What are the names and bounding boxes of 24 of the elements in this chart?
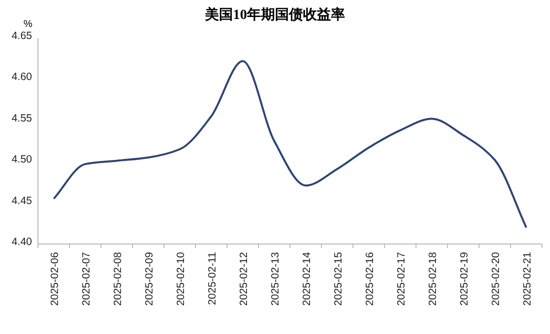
x-tick-label: 2025-02-16	[364, 252, 376, 306]
y-tick-label: 4.40	[12, 236, 32, 248]
x-tick-label: 2025-02-08	[112, 252, 124, 306]
x-tick-label: 2025-02-13	[269, 252, 282, 306]
title: 美国10年期国债收益率	[205, 8, 345, 23]
y-tick-label: 4.45	[12, 194, 32, 207]
x-tick-label: 2025-02-10	[174, 252, 187, 306]
y-tick-label: 4.55	[12, 112, 32, 124]
x-tick-label: 2025-02-20	[490, 252, 502, 306]
x-tick-label: 2025-02-12	[238, 252, 250, 306]
x-tick-label: 2025-02-07	[80, 252, 92, 306]
x-tick-label: 2025-02-19	[458, 252, 470, 306]
x-tick-label: 2025-02-17	[395, 252, 408, 306]
x-tick-label: 2025-02-21	[521, 252, 534, 306]
y-tick-label: 4.50	[12, 154, 32, 166]
x-tick-label: 2025-02-14	[300, 252, 313, 306]
x-tick-label: 2025-02-11	[206, 252, 218, 305]
y-tick-label: 4.65	[12, 30, 32, 42]
y-tick-label: 4.60	[12, 71, 32, 84]
x-tick-label: 2025-02-06	[48, 252, 61, 306]
x-tick-label: 2025-02-09	[143, 252, 156, 306]
x-tick-label: 2025-02-18	[426, 252, 439, 306]
x-tick-label: 2025-02-15	[332, 252, 344, 306]
ylabel: %	[24, 19, 32, 30]
